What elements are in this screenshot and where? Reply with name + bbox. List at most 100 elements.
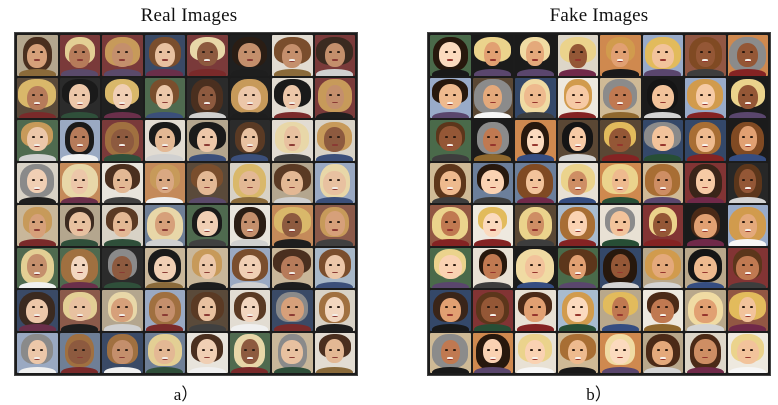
fake-face-thumbnail [557,77,598,118]
fake-images-panel: Fake Images b） [424,0,774,404]
real-images-panel: Real Images a） [14,0,364,404]
real-face-thumbnail [314,247,355,288]
real-face-thumbnail [17,35,58,76]
fake-face-thumbnail [515,77,556,118]
real-face-thumbnail [102,35,143,76]
real-face-thumbnail [229,35,270,76]
real-face-thumbnail [59,77,100,118]
real-face-thumbnail [229,77,270,118]
fake-face-thumbnail [515,247,556,288]
fake-face-thumbnail [515,205,556,246]
fake-face-thumbnail [557,35,598,76]
real-face-thumbnail [272,290,313,331]
fake-face-thumbnail [685,332,726,373]
fake-face-thumbnail [642,205,683,246]
fake-face-thumbnail [685,77,726,118]
fake-face-thumbnail [600,205,641,246]
fake-face-thumbnail [472,35,513,76]
real-face-thumbnail [17,120,58,161]
fake-face-thumbnail [472,290,513,331]
real-face-thumbnail [144,205,185,246]
fake-face-thumbnail [472,205,513,246]
fake-face-thumbnail [600,162,641,203]
fake-face-thumbnail [472,162,513,203]
real-face-thumbnail [59,332,100,373]
fake-face-thumbnail [685,120,726,161]
fake-face-thumbnail [430,205,471,246]
fake-face-thumbnail [557,205,598,246]
fake-face-thumbnail [472,332,513,373]
real-face-thumbnail [229,332,270,373]
real-face-thumbnail [187,332,228,373]
real-face-thumbnail [187,77,228,118]
fake-face-thumbnail [430,332,471,373]
fake-face-thumbnail [685,290,726,331]
real-face-thumbnail [314,205,355,246]
fake-face-thumbnail [557,247,598,288]
fake-face-thumbnail [472,247,513,288]
real-face-thumbnail [102,205,143,246]
real-face-thumbnail [17,247,58,288]
fake-face-thumbnail [727,205,768,246]
fake-face-thumbnail [600,120,641,161]
real-face-thumbnail [144,77,185,118]
real-face-thumbnail [272,247,313,288]
fake-face-thumbnail [430,290,471,331]
fake-face-thumbnail [685,205,726,246]
real-face-thumbnail [314,77,355,118]
real-face-thumbnail [187,162,228,203]
fake-face-thumbnail [642,162,683,203]
real-face-thumbnail [144,162,185,203]
fake-face-thumbnail [727,120,768,161]
real-face-thumbnail [59,205,100,246]
real-face-thumbnail [59,290,100,331]
real-images-caption: a） [173,385,199,404]
real-face-thumbnail [314,35,355,76]
real-face-thumbnail [59,120,100,161]
fake-images-title: Fake Images [549,5,649,26]
real-face-thumbnail [272,162,313,203]
real-face-thumbnail [229,120,270,161]
real-face-thumbnail [272,77,313,118]
real-face-thumbnail [17,162,58,203]
real-face-thumbnail [59,35,100,76]
fake-face-thumbnail [600,290,641,331]
real-images-grid [14,32,358,376]
fake-face-thumbnail [727,247,768,288]
fake-face-thumbnail [557,120,598,161]
fake-face-thumbnail [642,77,683,118]
fake-face-thumbnail [515,290,556,331]
real-face-thumbnail [187,290,228,331]
fake-face-thumbnail [600,247,641,288]
fake-face-thumbnail [515,162,556,203]
fake-face-thumbnail [642,35,683,76]
real-face-thumbnail [102,120,143,161]
real-face-thumbnail [59,247,100,288]
fake-face-thumbnail [430,120,471,161]
real-face-thumbnail [229,205,270,246]
fake-face-thumbnail [727,332,768,373]
real-face-thumbnail [187,120,228,161]
real-face-thumbnail [17,332,58,373]
real-face-thumbnail [272,35,313,76]
real-face-thumbnail [272,120,313,161]
fake-face-thumbnail [515,332,556,373]
fake-face-thumbnail [685,247,726,288]
fake-face-thumbnail [515,35,556,76]
fake-face-thumbnail [557,162,598,203]
fake-face-thumbnail [515,120,556,161]
real-face-thumbnail [314,120,355,161]
real-face-thumbnail [102,77,143,118]
real-face-thumbnail [17,290,58,331]
real-face-thumbnail [314,162,355,203]
real-face-thumbnail [144,120,185,161]
fake-face-thumbnail [557,332,598,373]
fake-images-caption: b） [586,385,612,404]
fake-face-thumbnail [472,120,513,161]
real-face-thumbnail [229,290,270,331]
fake-face-thumbnail [727,162,768,203]
real-face-thumbnail [102,247,143,288]
fake-face-thumbnail [430,35,471,76]
fake-face-thumbnail [430,247,471,288]
real-face-thumbnail [102,332,143,373]
